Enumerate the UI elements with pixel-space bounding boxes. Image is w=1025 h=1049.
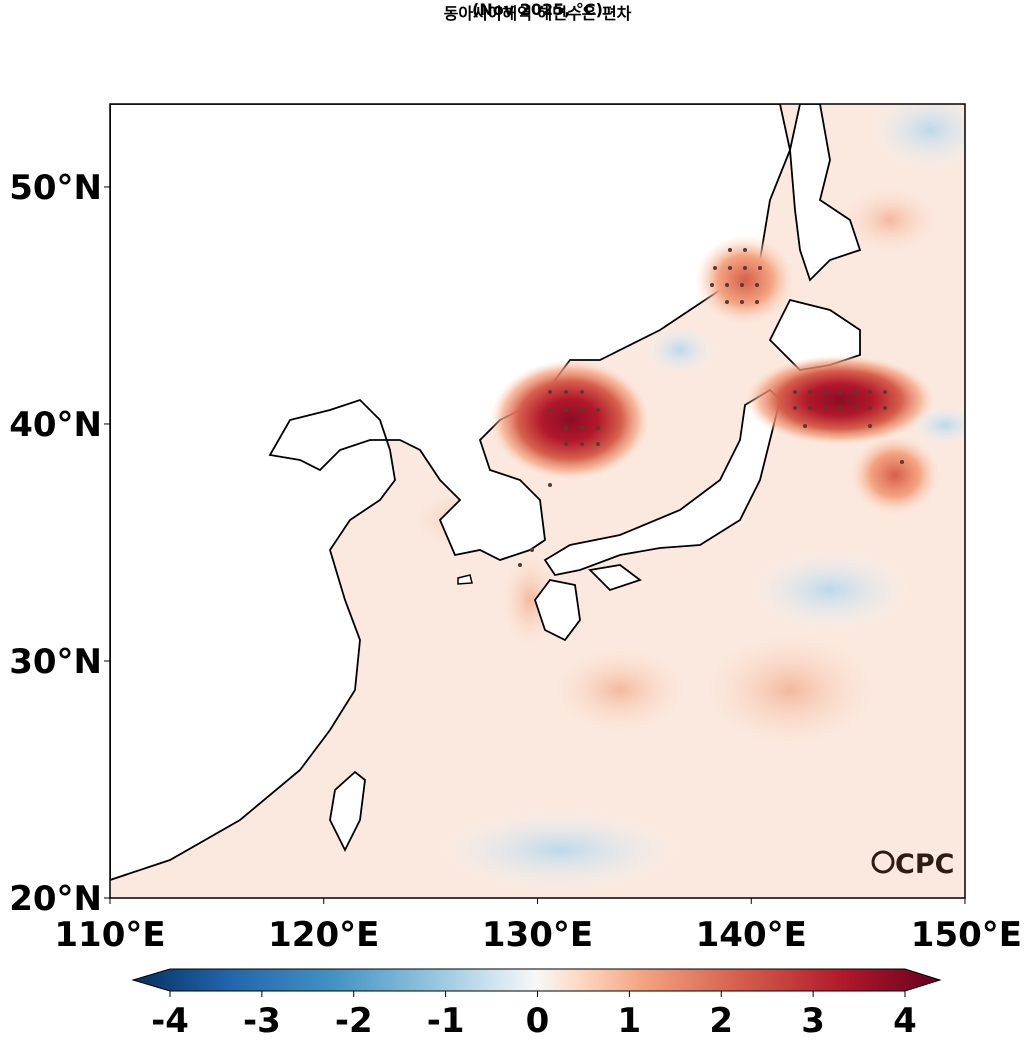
colorbar-ticks: -4 -3 -2 -1 0 1 2 3 4: [151, 991, 917, 1041]
y-tick-label: 20°N: [9, 879, 102, 919]
cool-patch: [870, 104, 965, 170]
warm-patch: [550, 645, 690, 735]
axis-ticks: 110°E 120°E 130°E 140°E 150°E 20°N 30°N 40°N 50°…: [9, 168, 1022, 955]
y-tick-label: 50°N: [9, 168, 102, 208]
colorbar-tick-label: 1: [618, 1001, 642, 1041]
cool-patch: [440, 810, 680, 890]
x-tick-label: 110°E: [54, 915, 165, 955]
map-frame-content: CPC: [110, 104, 965, 898]
x-tick-label: 120°E: [268, 915, 379, 955]
y-tick-label: 40°N: [9, 405, 102, 445]
honshu: [543, 388, 781, 577]
y-tick-label: 30°N: [9, 642, 102, 682]
colorbar-tick-label: 3: [801, 1001, 825, 1041]
east-sea-cool-patch: [645, 325, 715, 375]
shikoku: [588, 564, 642, 592]
kuroshio-extension-warm: [850, 435, 940, 515]
tatar-strait-hotspot: [695, 235, 795, 325]
colorbar-tick-label: 2: [709, 1001, 733, 1041]
x-tick-label: 140°E: [696, 915, 807, 955]
east-sea-korea-hotspot: [490, 360, 650, 480]
x-tick-label: 150°E: [911, 915, 1022, 955]
colorbar-tick-label: 4: [893, 1001, 917, 1041]
colorbar-tick-label: 0: [526, 1001, 550, 1041]
cpc-logo-text: CPC: [895, 849, 954, 880]
colorbar: -4 -3 -2 -1 0 1 2 3 4: [131, 968, 942, 1041]
significance-dots: [518, 248, 904, 567]
map-title: 동아시아해역 해면수온 편차: [443, 4, 632, 23]
warm-patch: [840, 185, 940, 255]
asia-mainland: [110, 104, 791, 881]
warm-patch: [700, 630, 880, 750]
taiwan: [329, 770, 366, 853]
east-of-honshu-hotspot: [745, 355, 935, 445]
cool-patch: [750, 550, 910, 630]
map-subtitle: (Nov 2025, °C): [472, 0, 603, 19]
cpc-logo: CPC: [871, 849, 954, 880]
colorbar-tick-label: -2: [335, 1001, 373, 1041]
kuroshio-cool-patch: [910, 405, 965, 445]
x-tick-label: 130°E: [482, 915, 593, 955]
kyushu: [533, 579, 581, 642]
colorbar-tick-label: -3: [243, 1001, 281, 1041]
cpc-logo-icon: [871, 850, 895, 874]
colorbar-tick-label: -1: [427, 1001, 465, 1041]
sakhalin: [789, 104, 862, 282]
colorbar-tick-label: -4: [151, 1001, 189, 1041]
jeju-island: [457, 574, 473, 585]
colorbar-bar: [131, 968, 942, 992]
